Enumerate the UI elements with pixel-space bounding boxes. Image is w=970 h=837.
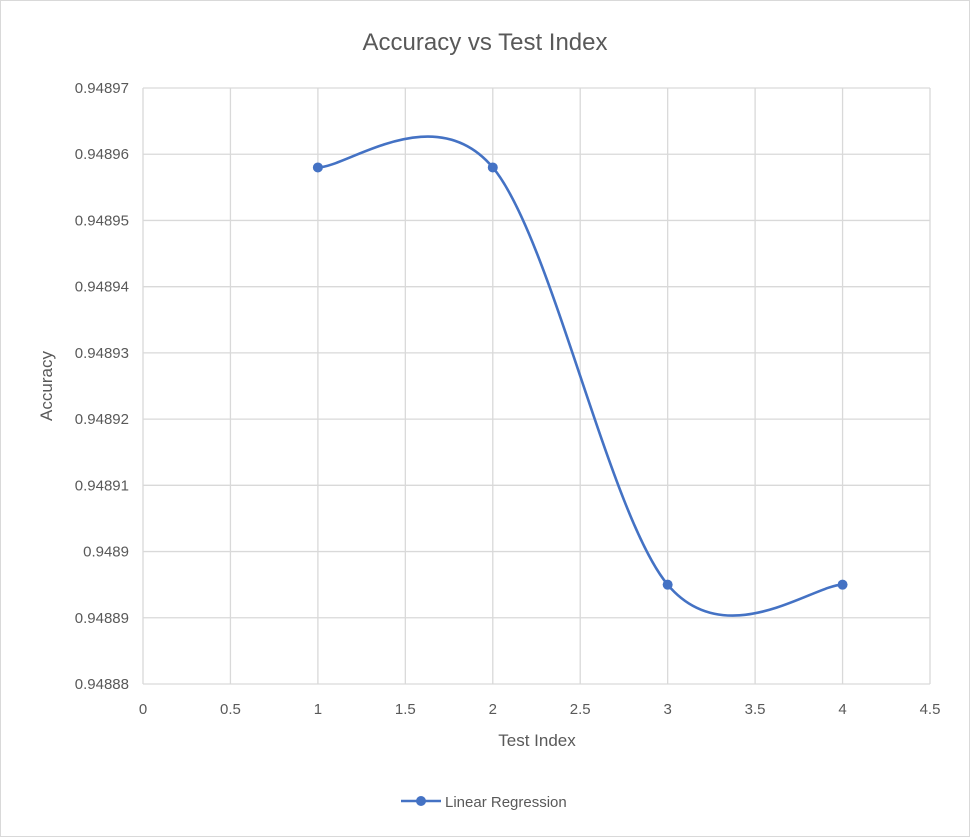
x-tick-label: 0 [139,701,147,718]
x-tick-label: 3 [663,701,671,718]
y-tick-label: 0.94889 [75,610,129,627]
legend-label: Linear Regression [445,794,567,811]
x-tick-label: 4.5 [920,701,941,718]
y-tick-label: 0.94892 [75,411,129,428]
data-point-marker [837,579,848,590]
y-tick-label: 0.94891 [75,477,129,494]
x-tick-label: 0.5 [220,701,241,718]
y-axis-ticks: 0.94888 0.94889 0.9489 0.94891 0.94892 0.9489… [75,80,129,693]
x-axis-ticks: 0 0.5 1 1.5 2 2.5 3 3.5 4 4.5 [139,701,941,718]
y-tick-label: 0.94895 [75,212,129,229]
data-point-marker [312,162,323,173]
y-axis-title: Accuracy [37,351,56,421]
grid [142,87,931,685]
y-tick-label: 0.94893 [75,345,129,362]
legend-marker-icon [416,796,426,806]
x-tick-label: 1.5 [395,701,416,718]
x-tick-label: 2.5 [570,701,591,718]
x-tick-label: 4 [838,701,846,718]
y-tick-label: 0.9489 [83,544,129,561]
legend: Linear Regression [401,794,567,811]
x-axis-title: Test Index [498,731,576,750]
series-layer [312,135,848,617]
y-tick-label: 0.94888 [75,676,129,693]
x-tick-label: 1 [314,701,322,718]
chart-title: Accuracy vs Test Index [363,29,608,56]
data-point-marker [662,579,673,590]
y-tick-label: 0.94894 [75,279,129,296]
y-tick-label: 0.94897 [75,80,129,97]
y-tick-label: 0.94896 [75,146,129,163]
series-line [317,135,843,617]
x-tick-label: 3.5 [745,701,766,718]
x-tick-label: 2 [489,701,497,718]
data-point-marker [487,162,498,173]
